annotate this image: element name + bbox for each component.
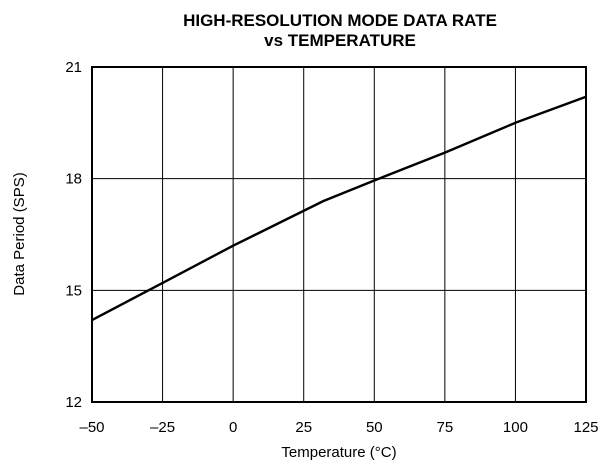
y-tick-label: 15 [65, 282, 82, 299]
y-axis-label: Data Period (SPS) [11, 172, 28, 295]
grid [92, 67, 586, 402]
x-tick-labels: –50 –25 0 25 50 75 100 125 [79, 419, 598, 436]
chart-title-line-1: HIGH-RESOLUTION MODE DATA RATE [183, 11, 497, 30]
x-tick-label: 50 [366, 419, 383, 436]
x-tick-label: 25 [295, 419, 312, 436]
y-tick-label: 12 [65, 394, 82, 411]
data-period-line [91, 95, 587, 322]
y-tick-labels: 12 15 18 21 [65, 59, 82, 411]
chart-title-line-2: vs TEMPERATURE [264, 31, 416, 50]
series-layer [91, 95, 587, 322]
y-tick-label: 21 [65, 59, 82, 76]
plot-frame [91, 66, 587, 403]
x-tick-label: 0 [229, 419, 237, 436]
x-tick-label: 100 [503, 419, 528, 436]
x-tick-label: 75 [437, 419, 454, 436]
x-tick-label: 125 [573, 419, 598, 436]
y-tick-label: 18 [65, 171, 82, 188]
x-tick-label: –50 [79, 419, 104, 436]
x-tick-label: –25 [150, 419, 175, 436]
x-axis-label: Temperature (°C) [281, 444, 396, 461]
